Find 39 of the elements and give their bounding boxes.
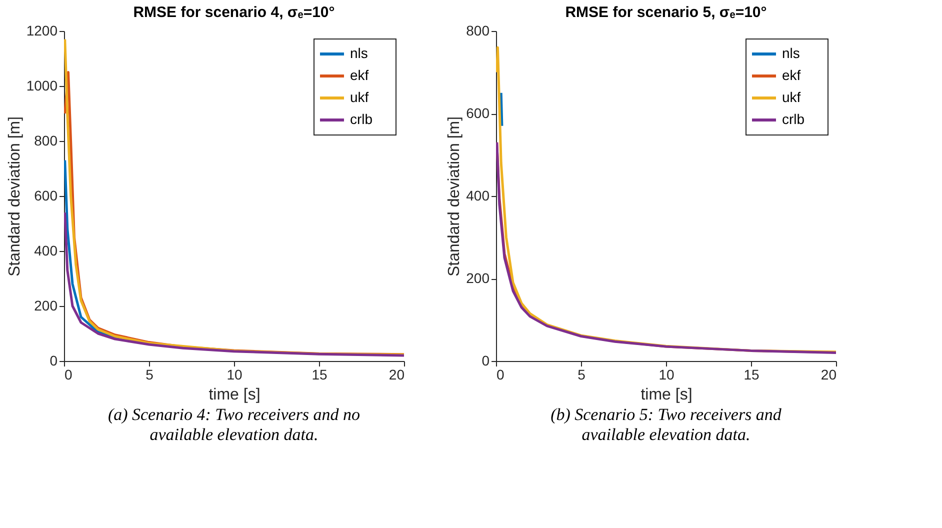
x-tick-label: 0 [496, 366, 504, 382]
legend-label: nls [350, 45, 368, 61]
x-tick-label: 5 [578, 366, 586, 382]
legend-label: crlb [782, 111, 805, 127]
y-tick-label: 1000 [26, 78, 58, 94]
y-tick-label: 800 [466, 22, 490, 38]
y-tick-label: 600 [34, 188, 58, 204]
legend-label: ukf [350, 89, 369, 105]
y-tick-label: 400 [34, 242, 58, 258]
chart-title: RMSE for scenario 5, σₑ=10° [565, 4, 767, 21]
legend-label: crlb [350, 111, 373, 127]
x-tick-label: 0 [64, 366, 72, 382]
legend-label: ukf [782, 89, 801, 105]
x-tick-label: 10 [658, 366, 674, 382]
y-tick-label: 0 [482, 352, 490, 368]
y-tick-label: 0 [50, 352, 58, 368]
legend-label: ekf [782, 67, 801, 83]
y-tick-label: 400 [466, 188, 490, 204]
text: (a) Scenario 4: Two receivers and no available elevation data. [108, 405, 360, 444]
y-tick-label: 600 [466, 105, 490, 121]
x-tick-label: 20 [388, 366, 405, 382]
y-tick-label: 200 [466, 270, 490, 286]
x-tick-label: 20 [820, 366, 837, 382]
x-axis-title: time [s] [640, 386, 692, 404]
y-tick-label: 800 [34, 132, 58, 148]
y-axis-title: Standard deviation [m] [6, 116, 24, 277]
text: (b) Scenario 5: Two receivers and available elevation data. [550, 405, 782, 444]
x-axis-title: time [s] [208, 386, 260, 404]
x-tick-label: 15 [744, 366, 760, 382]
x-tick-label: 5 [146, 366, 154, 382]
x-tick-label: 10 [226, 366, 242, 382]
y-axis-title: Standard deviation [m] [446, 116, 464, 277]
line-series [64, 211, 404, 357]
legend-label: nls [782, 45, 800, 61]
x-tick-label: 15 [312, 366, 328, 382]
chart-title: RMSE for scenario 4, σₑ=10° [133, 4, 335, 21]
legend-label: ekf [350, 67, 369, 83]
y-tick-label: 1200 [26, 22, 58, 38]
y-tick-label: 200 [34, 298, 58, 314]
